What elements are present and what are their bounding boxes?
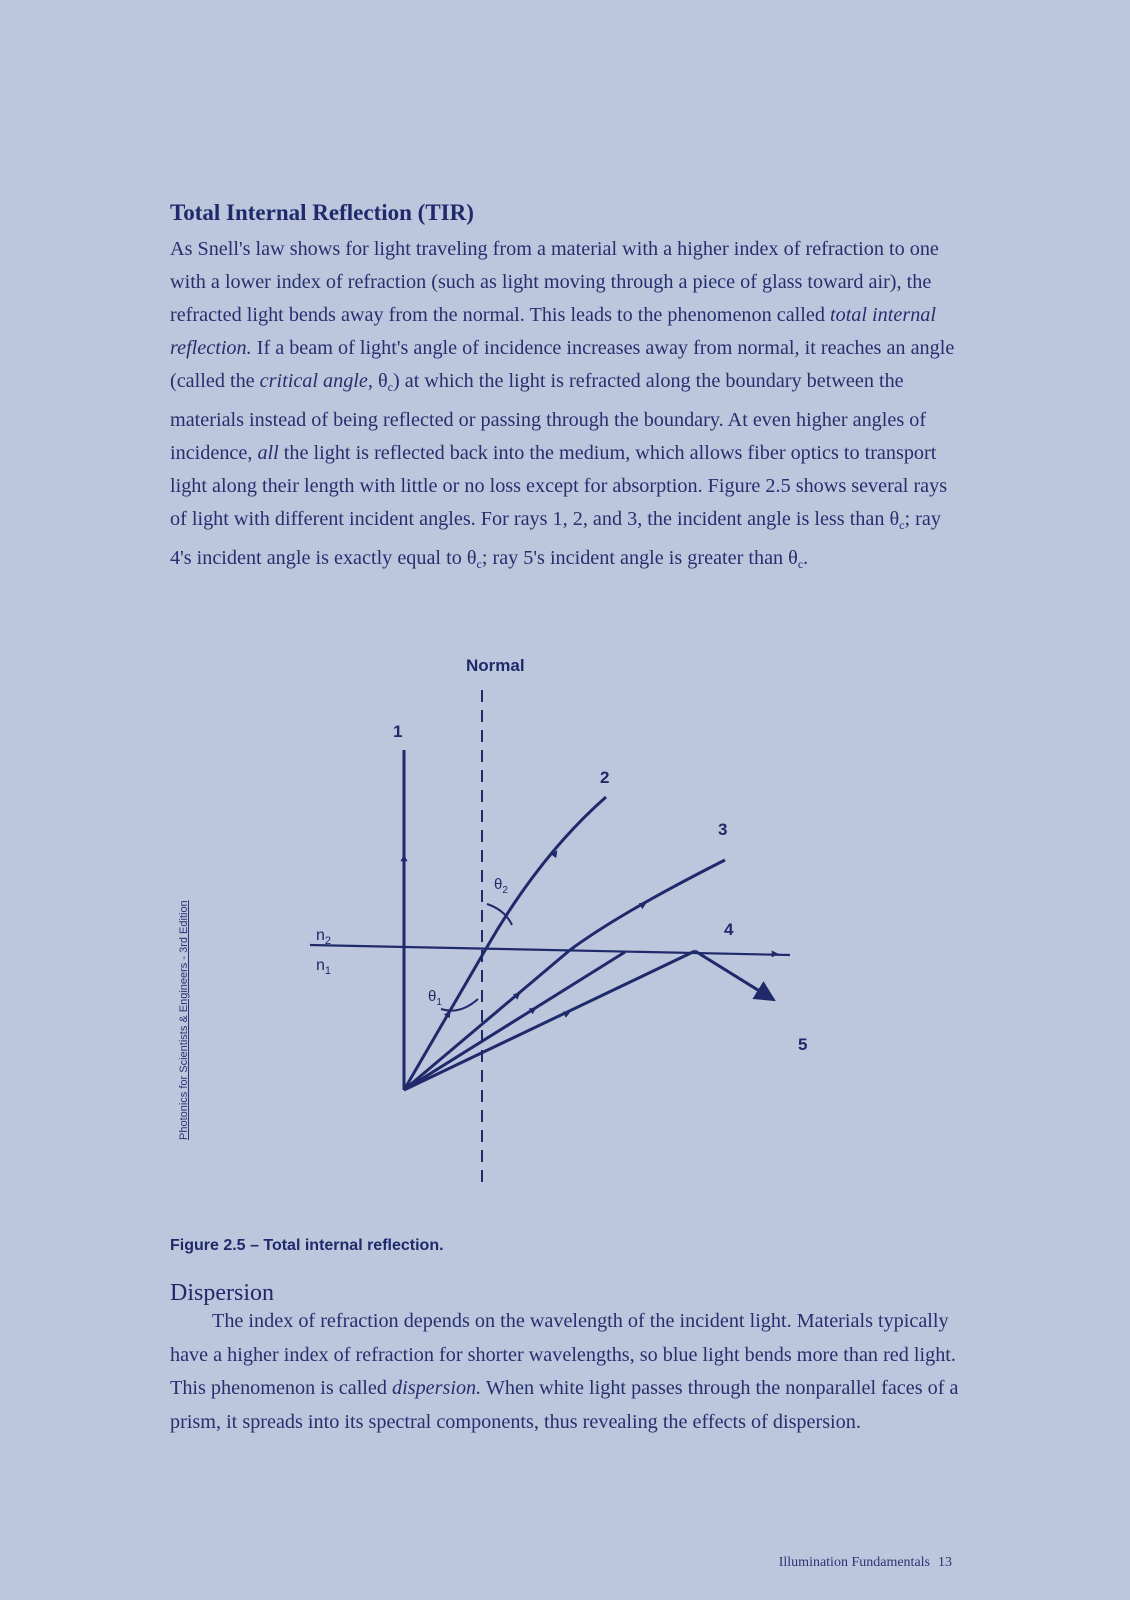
text-run: As Snell's law shows for light traveling…: [170, 238, 939, 326]
footer-running-title: Illumination Fundamentals: [778, 1555, 930, 1570]
page-footer: Illumination Fundamentals 13: [779, 1555, 952, 1571]
medium-label-n2: n2: [316, 927, 331, 947]
figure-caption: Figure 2.5 – Total internal reflection.: [170, 1237, 444, 1254]
theta-2-arc: [486, 903, 513, 926]
ray-3-refracted: [569, 858, 726, 952]
ray-5-reflected: [694, 949, 776, 1002]
ray-label-1: 1: [393, 722, 402, 741]
text-run: θ: [372, 370, 388, 392]
subscript: c: [797, 557, 804, 571]
text-run: .: [803, 547, 809, 569]
tir-diagram-svg: Normal n2 n1 1 2 3 4 5: [309, 656, 807, 1187]
subscript: c: [387, 380, 393, 394]
section-heading-dispersion: Dispersion: [170, 1280, 274, 1306]
emphasis-total-internal-reflection: total internal reflection.: [170, 304, 936, 359]
sidebar-credit: Photonics for Scientists & Engineers - 3…: [178, 900, 190, 1140]
ray-3-incident: [403, 948, 571, 1092]
text-run: ; ray 5's incident angle is greater than…: [481, 547, 798, 569]
text-run: When white light passes through the nonp…: [170, 1377, 959, 1433]
ray-label-2: 2: [600, 768, 609, 787]
emphasis-dispersion: dispersion.: [392, 1377, 482, 1399]
ray-5-incident: [403, 949, 696, 1092]
emphasis-all: all: [257, 442, 279, 464]
text-run: The index of refraction depends on the w…: [170, 1310, 956, 1399]
theta-1-arc: [440, 998, 479, 1012]
ray-4-incident: [403, 950, 626, 1092]
medium-label-n1: n1: [316, 957, 331, 977]
ray-label-4: 4: [724, 920, 734, 939]
boundary-line: [309, 943, 791, 957]
tir-diagram: Normal n2 n1 1 2 3 4 5: [280, 645, 840, 1205]
emphasis-critical-angle: critical angle,: [259, 370, 373, 392]
text-run: If a beam of light's angle of incidence …: [170, 337, 955, 392]
ray-2-incident: [402, 946, 489, 1091]
section-heading-tir: Total Internal Reflection (TIR): [170, 200, 474, 225]
subscript: c: [476, 557, 482, 571]
paragraph-dispersion: The index of refraction depends on the w…: [170, 1305, 960, 1439]
paragraph-tir: As Snell's law shows for light traveling…: [170, 233, 960, 581]
ray-2-refracted: [485, 795, 607, 948]
text-run: the light is reflected back into the med…: [170, 442, 948, 530]
subscript: c: [899, 518, 905, 532]
theta-2-label: θ2: [494, 876, 508, 896]
ray-label-3: 3: [718, 820, 727, 839]
page-number: 13: [938, 1555, 952, 1570]
text-run: ; ray 4's incident angle is exactly equa…: [170, 508, 941, 569]
normal-label: Normal: [466, 656, 525, 675]
text-run: ) at which the light is refracted along …: [170, 370, 927, 464]
theta-1-label: θ1: [428, 988, 442, 1008]
ray-2-refracted-arrow: [550, 850, 558, 859]
ray-label-5: 5: [798, 1035, 807, 1054]
